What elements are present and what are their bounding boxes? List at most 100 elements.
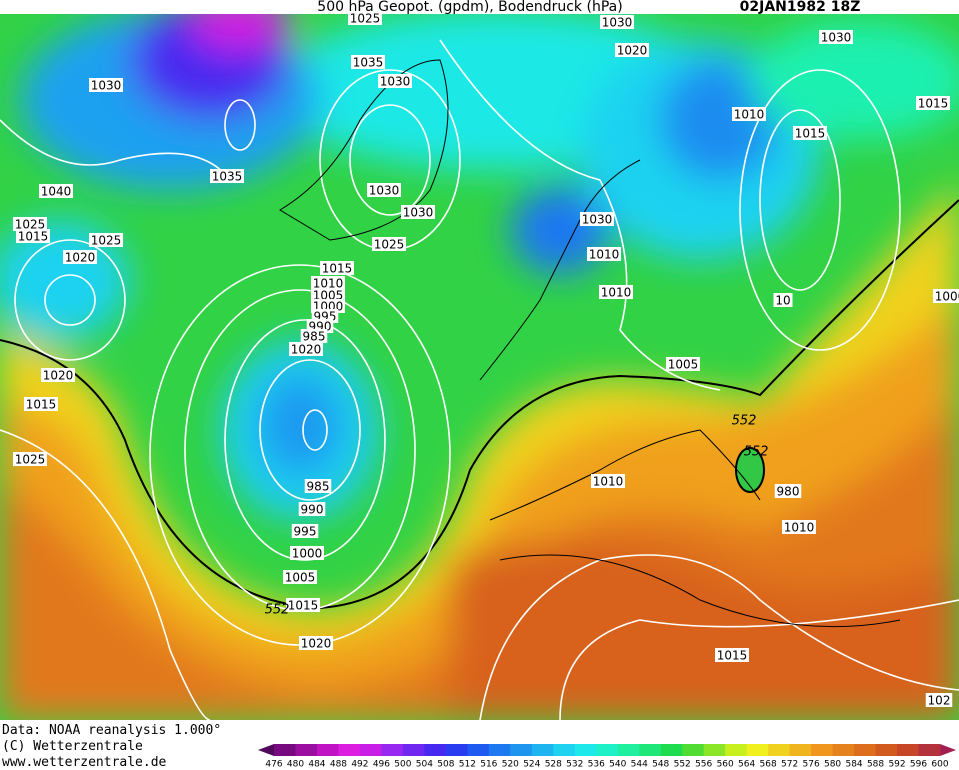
contour-label: 552 [744, 445, 769, 460]
isobar-label: 1040 [41, 185, 72, 199]
colorbar-cell [682, 744, 705, 756]
isobar-label: 990 [301, 503, 324, 517]
colorbar-label: 572 [781, 760, 798, 770]
isobar-label-box [933, 289, 959, 303]
colorbar-cell [338, 744, 361, 756]
footer-line: Data: NOAA reanalysis 1.000° [2, 723, 222, 738]
colorbar-label: 524 [523, 760, 540, 770]
colorbar-label: 504 [416, 760, 433, 770]
isobar-label-box [300, 329, 328, 343]
colorbar-cell [596, 744, 619, 756]
colorbar-cell [789, 744, 812, 756]
colorbar-cell [854, 744, 877, 756]
isobar-label: 1030 [403, 206, 434, 220]
isobar-label: 1020 [43, 369, 74, 383]
title: 500 hPa Geopot. (gpdm), Bodendruck (hPa) [317, 0, 622, 15]
colorbar-label: 564 [738, 760, 755, 770]
colorbar-cell [725, 744, 748, 756]
colorbar-label: 548 [652, 760, 669, 770]
isobar-label-box [299, 636, 333, 650]
colorbar-label: 540 [609, 760, 626, 770]
isobar-label-box [732, 107, 766, 121]
colorbar-cell [553, 744, 576, 756]
isobar-label-box [311, 288, 345, 302]
colorbar-label: 576 [803, 760, 820, 770]
isobar-label: 1010 [734, 108, 765, 122]
colorbar-label: 592 [888, 760, 905, 770]
colorbar-cell [832, 744, 855, 756]
isobar-label-box [291, 524, 319, 538]
isobar-label-box [41, 368, 75, 382]
isobar-label-box [210, 169, 244, 183]
isobar-label: 102 [928, 694, 951, 708]
isobar-label-box [320, 261, 354, 275]
isobar-label-box [89, 78, 123, 92]
colorbar-cell [424, 744, 447, 756]
isobar-label: 1015 [717, 649, 748, 663]
colorbar-arrow [940, 744, 956, 756]
isobar-label-box [348, 11, 382, 25]
colorbar-label: 544 [631, 760, 648, 770]
colorbar-label: 532 [566, 760, 583, 770]
isobar-label: 1005 [285, 571, 316, 585]
isobar-label: 1010 [593, 475, 624, 489]
colorbar-cell [359, 744, 382, 756]
colorbar-cell [574, 744, 597, 756]
isobar-label-box [580, 212, 614, 226]
isobar-label: 1015 [918, 97, 949, 111]
isobar-label-box [401, 205, 435, 219]
colorbar-label: 512 [459, 760, 476, 770]
isobar-label-box [819, 30, 853, 44]
isobar-label-box [286, 598, 320, 612]
isobar-label-box [925, 693, 953, 707]
colorbar-cell [381, 744, 404, 756]
colorbar-arrow [258, 744, 274, 756]
colorbar-label: 580 [824, 760, 841, 770]
colorbar-cell [897, 744, 920, 756]
isobar-label-box [290, 546, 324, 560]
isobar-label-box [773, 293, 793, 307]
isobar-label: 1000 [935, 290, 959, 304]
colorbar-cell [703, 744, 726, 756]
isobar-label-box [367, 183, 401, 197]
colorbar-cell [531, 744, 554, 756]
colorbar-label: 600 [931, 760, 948, 770]
isobar-label: 1025 [91, 234, 122, 248]
isobar-label: 1025 [15, 218, 46, 232]
isobar-label: 1025 [350, 12, 381, 26]
colorbar-label: 508 [437, 760, 454, 770]
isobar-label: 1020 [301, 637, 332, 651]
isobar-label-box [378, 74, 412, 88]
colorbar-cell [746, 744, 769, 756]
isobar-label: 1035 [212, 170, 243, 184]
colorbar-label: 568 [760, 760, 777, 770]
colorbar-label: 516 [480, 760, 497, 770]
isobar-label-box [715, 648, 749, 662]
isobar-label-box [13, 452, 47, 466]
isobar-label: 1000 [292, 547, 323, 561]
isobar-label: 1010 [313, 277, 344, 291]
isobar-label-box [600, 15, 634, 29]
colorbar-label: 528 [545, 760, 562, 770]
isobar-label-box [916, 96, 950, 110]
isobar-label-box [289, 342, 323, 356]
colorbar-label: 488 [330, 760, 347, 770]
isobar-label: 1025 [374, 238, 405, 252]
isobar-label: 985 [307, 480, 330, 494]
isobar-label-box [311, 276, 345, 290]
isobar-label-box [615, 43, 649, 57]
colorbar-cell [316, 744, 339, 756]
isobar-label-box [591, 474, 625, 488]
isobar-label: 1005 [668, 358, 699, 372]
isobar-label: 1010 [589, 248, 620, 262]
isobar-label-box [39, 184, 73, 198]
date: 02JAN1982 18Z [740, 0, 861, 15]
colorbar-cell [617, 744, 640, 756]
colorbar-label: 552 [674, 760, 691, 770]
colorbar-label: 588 [867, 760, 884, 770]
isobar-label: 1030 [602, 16, 633, 30]
isobar-label-box [24, 397, 58, 411]
isobar-label: 1015 [26, 398, 57, 412]
contour-label: 552 [732, 414, 757, 429]
